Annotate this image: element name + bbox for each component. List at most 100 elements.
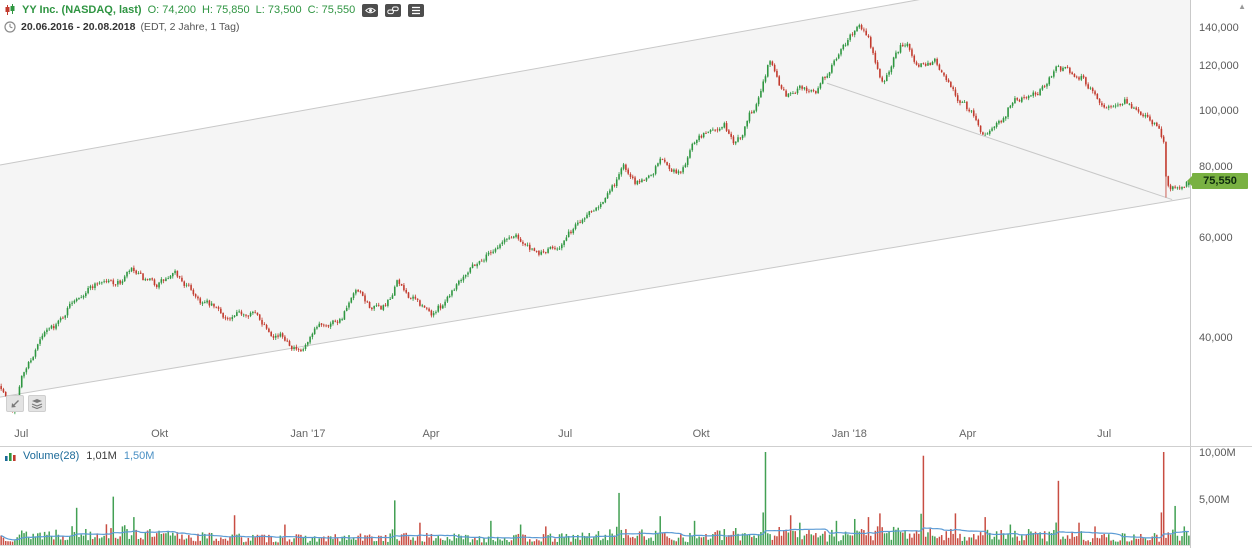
trendline-channel-upper[interactable] xyxy=(0,0,1190,166)
candle-body xyxy=(304,344,307,350)
volume-bar xyxy=(1030,531,1032,545)
eye-icon xyxy=(364,7,376,13)
trendline-channel-lower[interactable] xyxy=(0,197,1190,398)
candle-body xyxy=(718,128,721,131)
volume-bar xyxy=(1181,536,1183,545)
volume-bar xyxy=(1009,524,1012,545)
trendline-downtrend[interactable] xyxy=(826,82,1173,201)
volume-bar xyxy=(121,526,124,545)
volume-bar xyxy=(865,535,867,545)
volume-bar xyxy=(734,528,737,545)
volume-bar xyxy=(963,536,966,545)
candle-body xyxy=(213,303,215,307)
candle-body xyxy=(686,157,689,165)
volume-bar xyxy=(1101,534,1103,545)
volume-bar xyxy=(654,530,657,545)
candle-body xyxy=(229,318,231,320)
volume-bar xyxy=(938,536,941,545)
volume-bar xyxy=(604,534,607,545)
volume-bar xyxy=(634,538,636,545)
candle-body xyxy=(272,336,275,338)
volume-bar xyxy=(702,537,705,545)
candle-body xyxy=(334,320,337,322)
volume-bar xyxy=(487,536,490,545)
volume-bar xyxy=(464,534,467,545)
layers-button[interactable] xyxy=(28,395,46,412)
candle-body xyxy=(778,76,781,86)
candle-body xyxy=(712,129,714,131)
candle-body xyxy=(901,44,904,46)
volume-bar xyxy=(1062,536,1064,545)
volume-chart-canvas[interactable] xyxy=(0,447,1190,548)
volume-bar xyxy=(423,541,426,545)
volume-bar xyxy=(151,536,153,545)
volume-bar xyxy=(913,533,915,545)
volume-bar xyxy=(320,537,323,545)
volume-bar xyxy=(968,537,970,545)
candle-body xyxy=(240,311,243,315)
candle-body xyxy=(89,286,92,289)
volume-bar xyxy=(7,541,9,545)
volume-bar xyxy=(851,535,854,545)
volume-bar xyxy=(998,539,1000,545)
candle-body xyxy=(1055,66,1057,71)
candle-body xyxy=(817,88,819,94)
candle-body xyxy=(721,127,723,129)
candle-body xyxy=(199,298,202,304)
trend-channel-fill xyxy=(0,0,1190,397)
volume-bar xyxy=(144,532,147,545)
volume-bar xyxy=(442,539,444,545)
volume-bar xyxy=(677,537,680,545)
candle-body xyxy=(961,101,964,103)
volume-bar xyxy=(558,534,561,545)
price-axis[interactable]: 75,550 140,000 120,000 100,000 80,000 60,000… xyxy=(1187,0,1252,446)
volume-bar xyxy=(485,542,488,545)
link-button[interactable] xyxy=(385,3,402,17)
candle-body xyxy=(1133,107,1135,109)
volume-axis[interactable]: 10,00M 5,00M xyxy=(1190,447,1252,548)
candle-body xyxy=(119,280,121,284)
volume-bar xyxy=(787,532,790,545)
volume-bar xyxy=(1032,533,1034,545)
jump-to-start-button[interactable] xyxy=(6,395,24,412)
candle-body xyxy=(970,110,973,112)
volume-bar xyxy=(1103,533,1105,545)
candle-body xyxy=(748,112,751,122)
candle-body xyxy=(528,244,531,250)
volume-bar xyxy=(1085,541,1087,545)
volume-bar xyxy=(421,541,423,545)
candle-body xyxy=(677,171,680,174)
candle-body xyxy=(803,87,806,89)
candle-body xyxy=(705,133,707,134)
volume-bar xyxy=(220,537,222,545)
volume-title[interactable]: Volume(28) xyxy=(23,450,80,462)
candle-body xyxy=(618,174,620,180)
volume-bar xyxy=(496,536,499,545)
candle-body xyxy=(567,231,570,238)
volume-bar xyxy=(222,539,224,545)
candle-body xyxy=(693,142,696,144)
chart-menu-button[interactable] xyxy=(408,3,425,17)
visibility-toggle-button[interactable] xyxy=(362,3,379,17)
volume-bar xyxy=(1080,531,1083,545)
candle-body xyxy=(634,177,636,184)
scroll-up-icon[interactable]: ▲ xyxy=(1238,2,1246,11)
volume-bar xyxy=(666,536,668,545)
volume-bar xyxy=(279,535,282,545)
volume-bar xyxy=(112,496,115,545)
volume-bar xyxy=(853,518,856,545)
candle-body xyxy=(123,276,126,282)
volume-bar xyxy=(959,533,961,545)
volume-bar xyxy=(1025,534,1028,545)
candle-body xyxy=(428,308,430,311)
volume-bar xyxy=(114,537,117,545)
candle-body xyxy=(1117,104,1119,106)
time-axis-label: Okt xyxy=(693,428,710,440)
candle-body xyxy=(773,64,776,72)
price-chart-canvas[interactable]: Jul Okt Jan '17 Apr Jul Okt Jan '18 Apr Jul xyxy=(0,0,1190,446)
candle-body xyxy=(217,307,220,309)
volume-bar xyxy=(1160,512,1163,545)
volume-bar xyxy=(208,532,211,545)
volume-bar xyxy=(833,536,835,545)
candle-body xyxy=(769,61,771,65)
